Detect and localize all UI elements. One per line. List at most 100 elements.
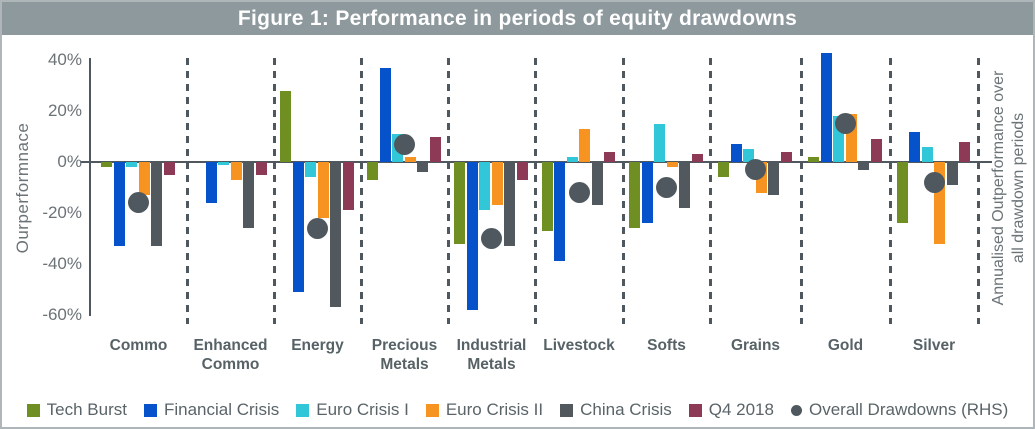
- category-label: Silver: [912, 337, 956, 354]
- overall-drawdowns-dot: [481, 227, 502, 249]
- y-tick-label: -20%: [42, 203, 82, 223]
- bar-euro-crisis-i: [921, 146, 933, 163]
- overall-drawdowns-dot: [656, 177, 677, 199]
- bar-euro-crisis-ii: [934, 162, 945, 244]
- y-tick-label: 20%: [47, 101, 82, 121]
- bar-tech-burst: [896, 162, 908, 224]
- category-label: Livestock: [543, 337, 615, 354]
- legend-marker-square: [688, 403, 702, 417]
- bar-financial-crisis: [205, 162, 217, 203]
- bar-financial-crisis: [379, 67, 391, 163]
- bar-q4-2018: [516, 162, 528, 180]
- bar-euro-crisis-ii: [579, 128, 590, 163]
- legend-marker-square: [560, 403, 574, 417]
- bar-china-crisis: [591, 162, 603, 206]
- legend-label: Tech Burst: [46, 400, 127, 419]
- bar-china-crisis: [946, 162, 958, 185]
- bar-q4-2018: [429, 136, 441, 163]
- overall-drawdowns-dot: [745, 159, 766, 181]
- overall-drawdowns-dot: [923, 171, 945, 193]
- bar-financial-crisis: [292, 162, 304, 292]
- right-axis-title-line1: Annualised Outperformance over: [990, 70, 1007, 306]
- bar-q4-2018: [342, 162, 354, 211]
- bar-tech-burst: [367, 162, 378, 180]
- group-separator: [889, 58, 892, 324]
- overall-drawdowns-dot: [568, 182, 590, 204]
- bar-euro-crisis-i: [126, 162, 137, 168]
- legend-label: Overall Drawdowns (RHS): [808, 400, 1009, 419]
- y-tick-label: 0%: [57, 152, 82, 172]
- figure-title: Figure 1: Performance in periods of equi…: [237, 6, 798, 30]
- bar-euro-crisis-ii: [138, 162, 150, 196]
- legend-marker-square: [26, 403, 40, 417]
- legend-marker-square: [296, 403, 310, 417]
- zero-tick-mark: [81, 161, 90, 164]
- bar-financial-crisis: [730, 144, 742, 163]
- category-label: Industrial Metals: [456, 337, 527, 374]
- y-axis-title: Ourperformnace: [13, 122, 32, 254]
- group-separator: [622, 58, 625, 324]
- bar-tech-burst: [454, 162, 465, 244]
- overall-drawdowns-dot: [128, 192, 149, 214]
- bar-euro-crisis-i: [743, 149, 754, 163]
- bar-q4-2018: [255, 162, 267, 175]
- bar-china-crisis: [504, 162, 515, 247]
- legend-label: China Crisis: [580, 400, 672, 419]
- bar-china-crisis: [858, 162, 869, 170]
- bar-euro-crisis-ii: [666, 162, 678, 168]
- overall-drawdowns-dot: [307, 217, 328, 239]
- legend: Tech Burst Financial Crisis Euro Crisis I E…: [2, 393, 1033, 427]
- y-axis-line: [89, 58, 91, 316]
- group-separator: [447, 58, 450, 324]
- bar-china-crisis: [417, 162, 428, 173]
- figure-title-bar: Figure 1: Performance in periods of equi…: [2, 2, 1033, 35]
- bar-euro-crisis-ii: [491, 162, 503, 206]
- category-label: Commo: [109, 337, 168, 354]
- legend-label: Financial Crisis: [163, 400, 280, 419]
- bar-financial-crisis: [554, 162, 565, 262]
- right-axis-title: Annualised Outperformance over all drawd…: [989, 71, 1029, 306]
- y-tick-label: -40%: [42, 253, 82, 273]
- bar-financial-crisis: [113, 162, 125, 247]
- bar-euro-crisis-ii: [317, 162, 329, 219]
- group-separator: [977, 58, 980, 324]
- bar-euro-crisis-i: [479, 162, 490, 211]
- bar-tech-burst: [280, 90, 291, 163]
- overall-drawdowns-dot: [835, 113, 856, 135]
- bar-q4-2018: [870, 139, 882, 163]
- y-tick-label: 40%: [47, 50, 82, 70]
- bar-financial-crisis: [820, 52, 832, 163]
- legend-item: Q4 2018: [688, 400, 774, 420]
- category-label: Precious Metals: [371, 337, 438, 374]
- category-label: Grains: [730, 337, 781, 354]
- bar-china-crisis: [243, 162, 254, 229]
- legend-marker-square: [425, 403, 439, 417]
- bar-euro-crisis-i: [566, 156, 578, 163]
- bar-euro-crisis-i: [305, 162, 316, 178]
- bar-euro-crisis-i: [833, 116, 844, 163]
- legend-item: Overall Drawdowns (RHS): [790, 400, 1009, 420]
- bar-euro-crisis-ii: [230, 162, 242, 180]
- legend-label: Euro Crisis II: [445, 400, 544, 419]
- legend-item: China Crisis: [560, 400, 672, 420]
- bar-financial-crisis: [466, 162, 478, 310]
- bar-china-crisis: [679, 162, 690, 208]
- bar-financial-crisis: [641, 162, 653, 224]
- bar-q4-2018: [780, 151, 792, 163]
- group-separator: [360, 58, 363, 324]
- bar-euro-crisis-ii: [845, 113, 857, 163]
- bar-euro-crisis-i: [218, 162, 229, 165]
- bar-tech-burst: [808, 156, 819, 163]
- group-separator: [800, 58, 803, 324]
- category-label: Gold: [827, 337, 864, 354]
- bar-q4-2018: [163, 162, 175, 175]
- category-label: Softs: [647, 337, 686, 354]
- category-label: Energy: [291, 337, 344, 354]
- group-separator: [186, 58, 189, 324]
- zero-baseline: [90, 161, 992, 164]
- legend-label: Euro Crisis I: [316, 400, 409, 419]
- legend-item: Euro Crisis II: [425, 400, 544, 420]
- right-axis-title-line2: all drawdown periods: [1010, 112, 1027, 264]
- bar-q4-2018: [959, 141, 970, 163]
- bar-q4-2018: [604, 151, 615, 163]
